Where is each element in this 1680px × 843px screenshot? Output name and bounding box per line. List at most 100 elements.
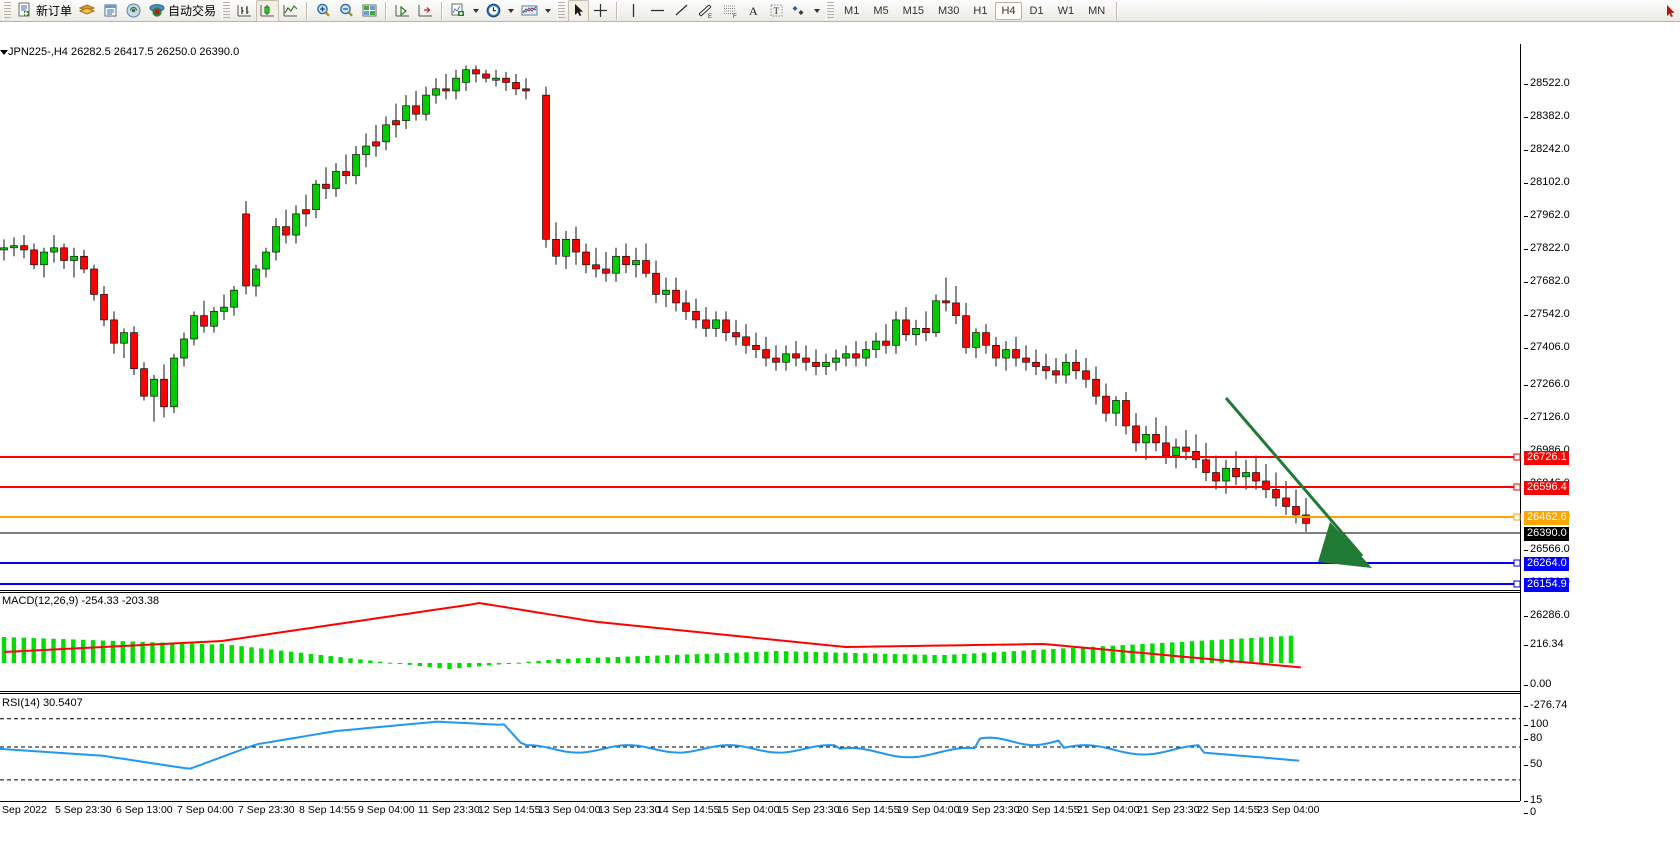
timeframe-m1[interactable]: M1 (844, 4, 860, 17)
candle (220, 294, 228, 320)
time-axis-label: 21 Sep 04:00 (1077, 804, 1140, 816)
price-tick-label: 27542.0 (1530, 308, 1570, 320)
equidistant-channel-button[interactable]: E (693, 1, 718, 21)
price-tick-mark (1524, 765, 1528, 766)
zoom-in-button[interactable] (312, 1, 335, 21)
period-clock-icon (486, 3, 501, 18)
price-tag-resistance-2[interactable]: 26596.4 (1524, 481, 1569, 495)
price-tick-mark (1524, 725, 1528, 726)
macd-histogram-bar (922, 654, 927, 663)
timeframe-m5[interactable]: M5 (873, 4, 889, 17)
text-label-button[interactable]: T (765, 1, 788, 21)
price-tick-mark (1524, 348, 1528, 349)
price-tick-mark (1524, 739, 1528, 740)
briefcase-button[interactable] (75, 1, 99, 21)
signal-button[interactable] (122, 1, 145, 21)
macd-histogram-bar (714, 653, 719, 663)
candle (1162, 425, 1170, 465)
price-tag-pivot[interactable]: 26462.6 (1524, 511, 1569, 525)
macd-histogram-bar (1001, 651, 1007, 663)
timeframe-mn[interactable]: MN (1088, 4, 1106, 17)
toolbar-grip-2[interactable] (222, 1, 231, 20)
toolbar-overflow-icon[interactable] (1664, 4, 1677, 23)
indicators-button[interactable] (517, 1, 542, 21)
candle (1052, 358, 1060, 384)
indicators-dropdown-icon[interactable] (545, 8, 552, 13)
price-tick-mark (1524, 84, 1528, 85)
price-tag-support-2[interactable]: 26154.9 (1524, 578, 1569, 592)
candle (472, 65, 480, 83)
price-tick-label: 27822.0 (1530, 242, 1570, 254)
candle (352, 146, 360, 185)
timeframe-m15[interactable]: M15 (902, 4, 924, 17)
terminal-button[interactable] (99, 1, 122, 21)
horizontal-line-button[interactable] (645, 1, 670, 21)
toolbar-grip-3[interactable] (557, 1, 566, 20)
line-chart-button[interactable] (279, 1, 302, 21)
fibonacci-button[interactable]: F (718, 1, 743, 21)
toolbar-grip[interactable] (3, 1, 11, 20)
trendline-button[interactable] (670, 1, 693, 21)
time-axis-label: 19 Sep 23:30 (957, 804, 1020, 816)
candles-layer (0, 65, 1310, 532)
macd-histogram-bar (1209, 640, 1214, 663)
price-tick-label: 26566.0 (1530, 543, 1570, 555)
shapes-button[interactable] (788, 1, 811, 21)
time-axis-label: 23 Sep 04:00 (1257, 804, 1320, 816)
macd-histogram-bar (823, 652, 828, 663)
bar-chart-button[interactable] (233, 1, 256, 21)
vertical-line-icon (632, 4, 635, 17)
candlestick-chart-button[interactable] (256, 0, 280, 22)
candle (1072, 349, 1080, 380)
timeframe-h1[interactable]: H1 (973, 4, 988, 17)
macd-histogram-bar (892, 654, 898, 663)
price-tick-mark (1524, 282, 1528, 283)
indicators-icon (521, 5, 538, 16)
symbol-collapse-icon[interactable] (0, 50, 8, 55)
svg-text:F: F (733, 14, 737, 19)
candle (672, 277, 680, 312)
toolbar-grip-4[interactable] (826, 1, 835, 20)
candle (452, 69, 460, 100)
chart-shift-end-button[interactable] (414, 1, 437, 21)
macd-indicator-label: MACD(12,26,9) -254.33 -203.38 (2, 595, 160, 607)
macd-layer (1, 601, 1301, 669)
macd-histogram-bar (684, 654, 690, 663)
chart-canvas[interactable]: JPN225-,H4 26282.5 26417.5 26250.0 26390… (0, 22, 1680, 843)
candle (1122, 391, 1130, 435)
timeframe-d1[interactable]: D1 (1029, 4, 1044, 17)
candle (1252, 455, 1260, 490)
new-chart-dropdown-icon[interactable] (473, 8, 480, 13)
chart-shift-button[interactable] (358, 1, 381, 21)
candle (812, 349, 820, 375)
text-button[interactable]: A (743, 1, 765, 21)
period-button[interactable] (482, 1, 505, 21)
time-axis-label: 13 Sep 04:00 (538, 804, 601, 816)
cursor-button[interactable] (568, 0, 590, 22)
macd-histogram-bar (595, 657, 601, 663)
timeframe-w1[interactable]: W1 (1057, 4, 1075, 17)
auto-scroll-button[interactable] (391, 1, 414, 21)
macd-histogram-bar (754, 652, 759, 663)
macd-histogram-bar (536, 660, 541, 663)
zoom-out-button[interactable] (335, 1, 358, 21)
price-tag-bid-price[interactable]: 26390.0 (1524, 527, 1569, 541)
macd-histogram-bar (1120, 645, 1125, 663)
price-tag-resistance-1[interactable]: 26726.1 (1524, 451, 1569, 465)
auto-trading-button[interactable]: 自动交易 (145, 1, 219, 21)
new-order-button[interactable]: 新订单 (14, 1, 75, 21)
candle (372, 124, 380, 157)
timeframe-h4[interactable]: H4 (995, 1, 1022, 20)
vertical-line-button[interactable] (622, 1, 645, 21)
period-dropdown-icon[interactable] (508, 8, 515, 13)
crosshair-button[interactable] (589, 1, 612, 21)
timeframe-m30[interactable]: M30 (938, 4, 960, 17)
time-axis-label: Sep 2022 (2, 804, 47, 816)
new-chart-button[interactable] (447, 1, 470, 21)
macd-histogram-bar (1199, 640, 1205, 663)
candle (542, 86, 550, 248)
price-tag-support-1[interactable]: 26264.0 (1524, 557, 1569, 571)
macd-histogram-bar (803, 651, 809, 663)
shapes-dropdown-icon[interactable] (814, 8, 821, 13)
macd-histogram-bar (1189, 641, 1195, 663)
